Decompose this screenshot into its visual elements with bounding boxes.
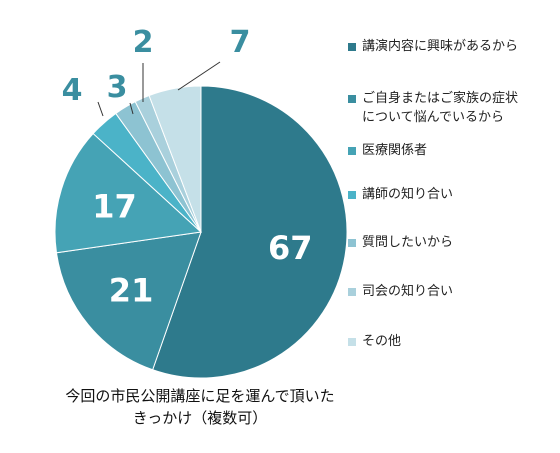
legend-swatch	[348, 338, 356, 346]
legend-item-3: 医療関係者	[348, 141, 552, 160]
data-label-7: 7	[230, 25, 251, 60]
legend-item-4: 講師の知り合い	[348, 185, 552, 204]
legend-label: ご自身またはご家族の症状 について悩んでいるから	[362, 91, 519, 125]
leader-line-4	[97, 101, 104, 117]
leader-lines	[97, 61, 221, 117]
legend-item-2: ご自身またはご家族の症状 について悩んでいるから	[348, 89, 552, 127]
legend-label: 医療関係者	[362, 143, 428, 158]
legend-label: 講師の知り合い	[362, 187, 454, 202]
pie-slice-3	[54, 132, 203, 254]
legend-swatch	[348, 288, 356, 296]
data-label-5: 3	[107, 70, 128, 105]
data-labels: 67 21 17 4 32 7	[62, 25, 313, 309]
legend-swatch	[348, 239, 356, 247]
legend-label: 講演内容に興味があるから	[362, 39, 519, 54]
legend-label: 質問したいから	[362, 235, 454, 250]
legend-item-1: 講演内容に興味があるから	[348, 37, 552, 56]
legend-swatch	[348, 147, 356, 155]
legend-swatch	[348, 191, 356, 199]
legend-label: その他	[362, 334, 402, 349]
pie-slice-7	[148, 85, 202, 233]
legend-item-6: 司会の知り合い	[348, 282, 552, 301]
data-label-4: 4	[62, 73, 83, 108]
chart-title-line-1: 今回の市民公開講座に足を運んで頂いた	[65, 387, 335, 405]
legend-swatch	[348, 43, 356, 51]
data-label-2: 21	[109, 271, 154, 309]
legend-label: 司会の知り合い	[362, 284, 454, 299]
leader-line-7	[177, 61, 221, 91]
data-label-6: 2	[133, 25, 154, 60]
data-label-1: 67	[268, 229, 313, 267]
pie-slices	[54, 85, 348, 379]
legend-item-5: 質問したいから	[348, 233, 552, 252]
legend-item-7: その他	[348, 332, 552, 351]
data-label-3: 17	[92, 187, 137, 225]
leader-line-5	[129, 102, 134, 115]
chart-title: 今回の市民公開講座に足を運んで頂いた きっかけ（複数可）	[0, 385, 400, 429]
pie-slice-2	[55, 231, 202, 371]
legend-swatch	[348, 95, 356, 103]
chart-title-line-2: きっかけ（複数可）	[132, 409, 268, 427]
